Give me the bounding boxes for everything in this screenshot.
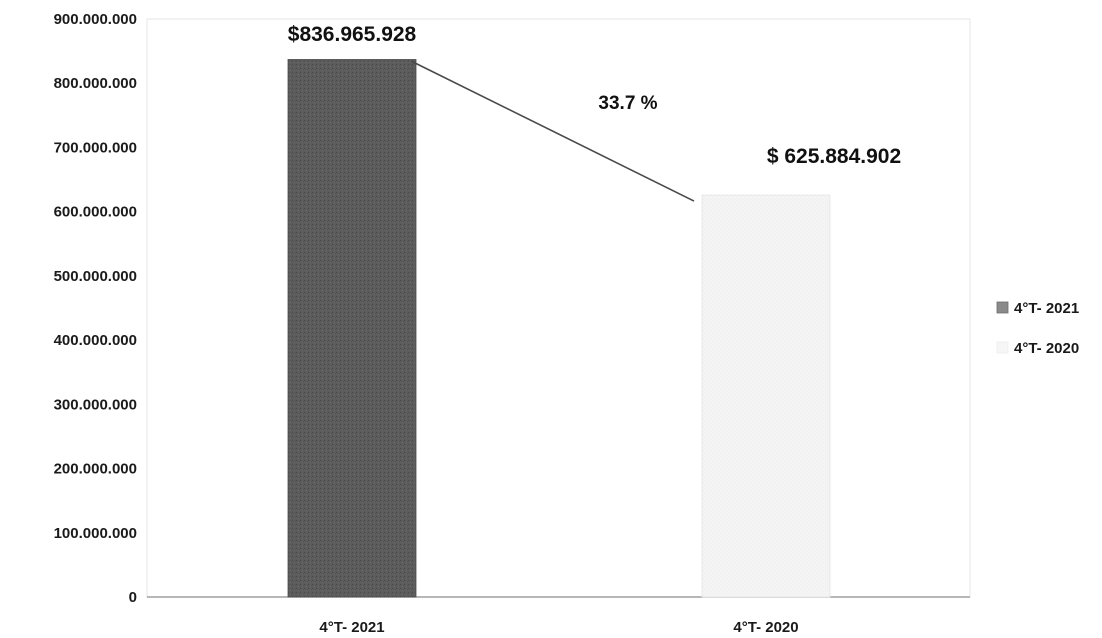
x-tick-label: 4°T- 2020 (733, 619, 798, 636)
y-tick-label: 0 (129, 589, 137, 606)
y-tick-label: 300.000.000 (54, 396, 137, 413)
x-tick-label: 4°T- 2021 (319, 619, 384, 636)
y-tick-label: 200.000.000 (54, 461, 137, 478)
bar (287, 59, 417, 598)
y-axis: 0 100.000.000 200.000.000 300.000.000 400.00… (54, 11, 137, 606)
bar (701, 194, 831, 598)
bar-value-label: $836.965.928 (288, 23, 417, 46)
connector-line (411, 60, 695, 202)
connector-annotation: 33.7 % (411, 60, 695, 202)
y-tick-label: 400.000.000 (54, 332, 137, 349)
legend-swatch (996, 301, 1009, 314)
y-tick-label: 500.000.000 (54, 268, 137, 285)
y-tick-label: 700.000.000 (54, 139, 137, 156)
data-labels: $836.965.928 $ 625.884.902 (288, 23, 901, 168)
bar-series (287, 59, 831, 598)
plot-area (146, 18, 971, 598)
legend-swatch (996, 341, 1009, 354)
percent-change-label: 33.7 % (598, 93, 657, 114)
legend-label: 4°T- 2020 (1014, 340, 1079, 357)
x-axis: 4°T- 2021 4°T- 2020 (319, 619, 798, 636)
y-tick-label: 100.000.000 (54, 525, 137, 542)
legend-label: 4°T- 2021 (1014, 300, 1079, 317)
y-tick-label: 900.000.000 (54, 11, 137, 28)
y-tick-label: 800.000.000 (54, 75, 137, 92)
bar-value-label: $ 625.884.902 (767, 145, 901, 168)
legend: 4°T- 2021 4°T- 2020 (996, 300, 1079, 357)
y-tick-label: 600.000.000 (54, 204, 137, 221)
plot-border (146, 18, 971, 598)
